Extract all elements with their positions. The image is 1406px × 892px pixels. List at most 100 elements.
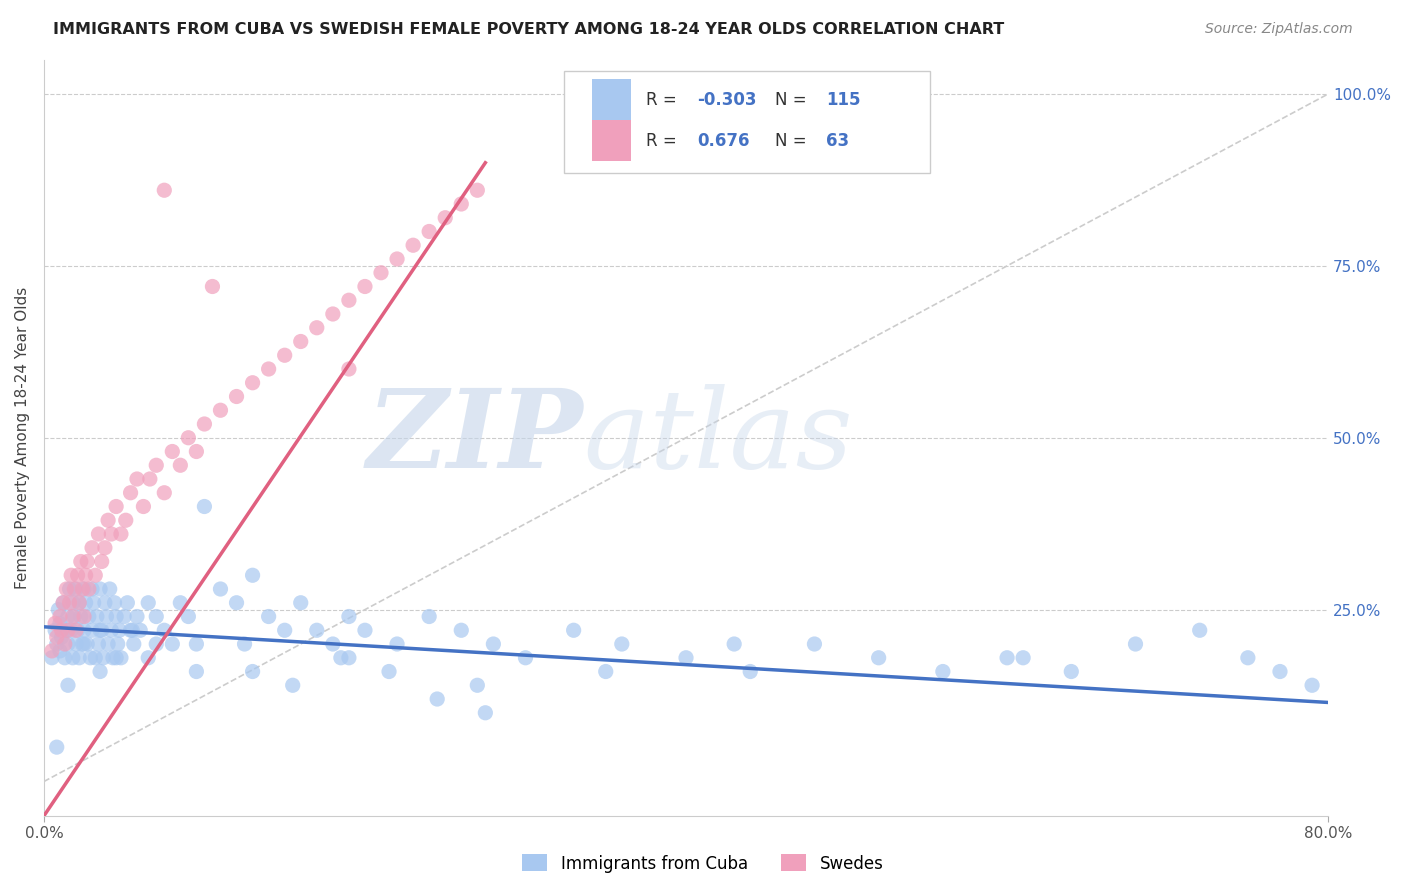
- Swedes: [201, 279, 224, 293]
- Swedes: [169, 458, 191, 473]
- Immigrants from Cuba: [67, 650, 90, 665]
- Swedes: [87, 527, 110, 541]
- Immigrants from Cuba: [65, 582, 87, 596]
- Immigrants from Cuba: [1125, 637, 1147, 651]
- Immigrants from Cuba: [515, 650, 537, 665]
- Immigrants from Cuba: [322, 637, 344, 651]
- Immigrants from Cuba: [79, 650, 101, 665]
- Immigrants from Cuba: [56, 637, 79, 651]
- Immigrants from Cuba: [129, 624, 152, 638]
- Immigrants from Cuba: [242, 568, 264, 582]
- Swedes: [120, 485, 142, 500]
- Text: atlas: atlas: [583, 384, 853, 491]
- Swedes: [290, 334, 312, 349]
- Immigrants from Cuba: [290, 596, 312, 610]
- Immigrants from Cuba: [225, 596, 247, 610]
- Text: Source: ZipAtlas.com: Source: ZipAtlas.com: [1205, 22, 1353, 37]
- Immigrants from Cuba: [257, 609, 280, 624]
- Immigrants from Cuba: [73, 582, 96, 596]
- Immigrants from Cuba: [145, 637, 167, 651]
- Immigrants from Cuba: [89, 582, 111, 596]
- Swedes: [153, 485, 176, 500]
- Text: R =: R =: [647, 91, 682, 109]
- FancyBboxPatch shape: [592, 120, 631, 161]
- Immigrants from Cuba: [1237, 650, 1260, 665]
- Immigrants from Cuba: [740, 665, 762, 679]
- Immigrants from Cuba: [209, 582, 232, 596]
- Immigrants from Cuba: [995, 650, 1018, 665]
- Immigrants from Cuba: [177, 609, 200, 624]
- Immigrants from Cuba: [94, 596, 117, 610]
- Immigrants from Cuba: [46, 602, 69, 616]
- Swedes: [153, 183, 176, 197]
- Swedes: [418, 225, 440, 239]
- Immigrants from Cuba: [1268, 665, 1291, 679]
- Swedes: [209, 403, 232, 417]
- Immigrants from Cuba: [69, 609, 91, 624]
- Immigrants from Cuba: [450, 624, 472, 638]
- Swedes: [49, 609, 72, 624]
- Immigrants from Cuba: [562, 624, 585, 638]
- Immigrants from Cuba: [273, 624, 295, 638]
- Immigrants from Cuba: [90, 624, 112, 638]
- Text: 0.676: 0.676: [697, 131, 749, 150]
- Immigrants from Cuba: [96, 609, 118, 624]
- Swedes: [66, 568, 89, 582]
- Immigrants from Cuba: [1060, 665, 1083, 679]
- Text: 63: 63: [825, 131, 849, 150]
- Immigrants from Cuba: [120, 624, 142, 638]
- Immigrants from Cuba: [482, 637, 505, 651]
- Immigrants from Cuba: [89, 624, 111, 638]
- Swedes: [177, 431, 200, 445]
- Immigrants from Cuba: [121, 624, 143, 638]
- Swedes: [114, 513, 136, 527]
- Immigrants from Cuba: [53, 650, 76, 665]
- Immigrants from Cuba: [169, 596, 191, 610]
- Immigrants from Cuba: [52, 596, 75, 610]
- Immigrants from Cuba: [305, 624, 328, 638]
- Immigrants from Cuba: [378, 665, 401, 679]
- Text: -0.303: -0.303: [697, 91, 756, 109]
- Immigrants from Cuba: [87, 637, 110, 651]
- Text: N =: N =: [775, 91, 811, 109]
- Immigrants from Cuba: [474, 706, 496, 720]
- Immigrants from Cuba: [66, 624, 89, 638]
- Immigrants from Cuba: [723, 637, 745, 651]
- Swedes: [90, 554, 112, 568]
- Immigrants from Cuba: [76, 637, 98, 651]
- Swedes: [52, 596, 75, 610]
- Immigrants from Cuba: [60, 624, 83, 638]
- Immigrants from Cuba: [73, 637, 96, 651]
- Immigrants from Cuba: [117, 596, 139, 610]
- Swedes: [69, 554, 91, 568]
- Immigrants from Cuba: [67, 596, 90, 610]
- Swedes: [67, 596, 90, 610]
- Immigrants from Cuba: [86, 609, 108, 624]
- Swedes: [94, 541, 117, 555]
- Immigrants from Cuba: [45, 637, 67, 651]
- Swedes: [385, 252, 408, 266]
- Immigrants from Cuba: [675, 650, 697, 665]
- Immigrants from Cuba: [610, 637, 633, 651]
- Immigrants from Cuba: [1301, 678, 1323, 692]
- Immigrants from Cuba: [63, 609, 86, 624]
- Immigrants from Cuba: [49, 616, 72, 631]
- Immigrants from Cuba: [97, 637, 120, 651]
- Swedes: [125, 472, 148, 486]
- Swedes: [80, 541, 103, 555]
- Swedes: [273, 348, 295, 362]
- Swedes: [58, 596, 80, 610]
- Immigrants from Cuba: [868, 650, 890, 665]
- Swedes: [45, 630, 67, 644]
- Immigrants from Cuba: [75, 596, 97, 610]
- Swedes: [105, 500, 128, 514]
- Swedes: [139, 472, 162, 486]
- Immigrants from Cuba: [233, 637, 256, 651]
- Immigrants from Cuba: [242, 665, 264, 679]
- Immigrants from Cuba: [72, 637, 94, 651]
- Immigrants from Cuba: [108, 624, 131, 638]
- Swedes: [77, 582, 100, 596]
- Immigrants from Cuba: [77, 609, 100, 624]
- Swedes: [51, 624, 73, 638]
- Immigrants from Cuba: [84, 650, 107, 665]
